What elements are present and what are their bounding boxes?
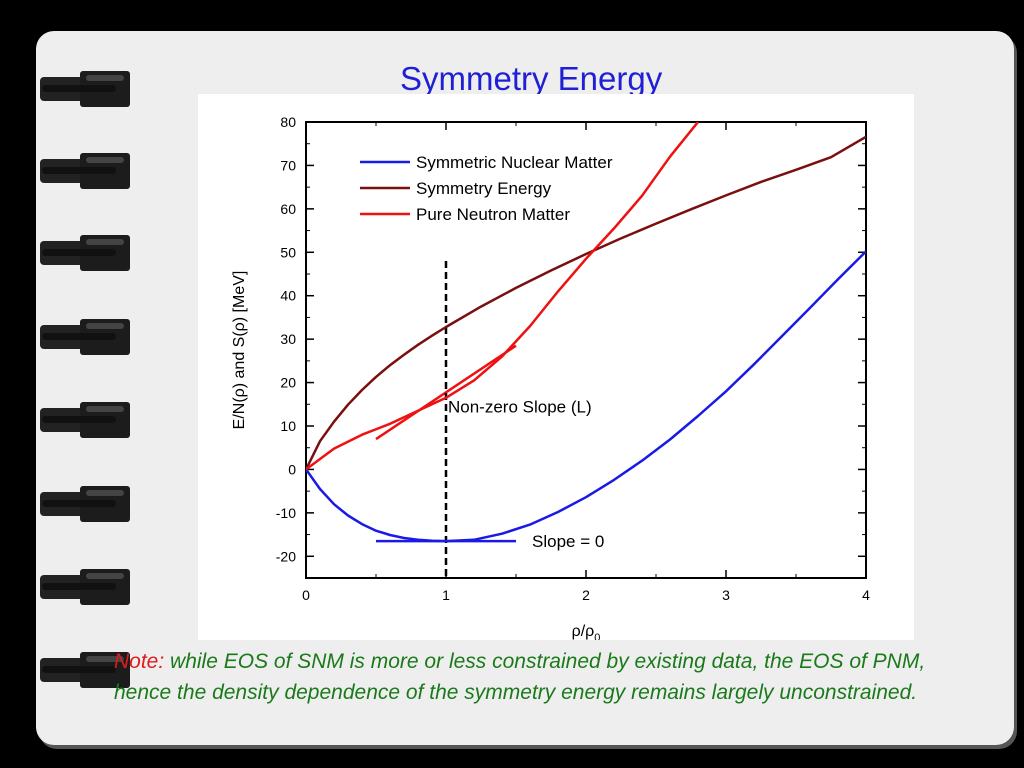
binder-ring-icon xyxy=(40,652,130,688)
x-tick-label: 2 xyxy=(582,587,590,603)
y-tick-label: 0 xyxy=(288,461,296,477)
annotation-label: Non-zero Slope (L) xyxy=(448,397,592,416)
binder-ring-icon xyxy=(40,235,130,271)
y-tick-label: 10 xyxy=(280,418,296,434)
legend-label: Symmetry Energy xyxy=(416,179,552,198)
binder-ring-icon xyxy=(40,71,130,107)
y-tick-label: 30 xyxy=(280,331,296,347)
plot-frame xyxy=(305,121,867,579)
legend-label: Pure Neutron Matter xyxy=(416,205,570,224)
x-axis-label: ρ/ρ0 xyxy=(572,623,601,640)
x-tick-label: 1 xyxy=(442,587,450,603)
note-text: while EOS of SNM is more or less constra… xyxy=(114,650,926,704)
chart-container: -20 -10 0 10 20 30 40 50 60 70 80 0 1 2 3 4 ρ/ρ0 E/N(ρ) a… xyxy=(198,94,914,644)
series-line-symmetric-nuclear-matter xyxy=(306,250,866,543)
y-tick-label: -10 xyxy=(276,505,296,521)
series-line-pure-neutron-matter xyxy=(306,122,699,471)
x-tick-label: 4 xyxy=(862,587,870,603)
binder-ring-icon xyxy=(40,153,130,189)
x-axis-label-subscript: 0 xyxy=(594,632,600,640)
y-tick-label: 20 xyxy=(280,375,296,391)
binder-ring-icon xyxy=(40,319,130,355)
x-tick-label: 3 xyxy=(722,587,730,603)
y-tick-label: 80 xyxy=(280,114,296,130)
series-line-symmetry-energy xyxy=(306,135,866,470)
annotation-label: Slope = 0 xyxy=(532,532,604,551)
y-tick-label: 40 xyxy=(280,288,296,304)
slide-title: Symmetry Energy xyxy=(400,60,663,97)
binder-ring-icon xyxy=(40,402,130,438)
y-tick-label: 70 xyxy=(280,157,296,173)
x-tick-label: 0 xyxy=(302,587,310,603)
note-label: Note: xyxy=(114,650,165,673)
y-tick-label: 60 xyxy=(280,201,296,217)
plot-series-group xyxy=(306,122,866,578)
y-tick-label: -20 xyxy=(276,548,296,564)
binder-ring-icon xyxy=(40,569,130,605)
binder-ring-icon xyxy=(40,486,130,522)
symmetry-energy-chart: -20 -10 0 10 20 30 40 50 60 70 80 0 1 2 3 4 ρ/ρ0 E/N(ρ) a… xyxy=(231,114,870,644)
note-paragraph: Note: while EOS of SNM is more or less c… xyxy=(114,646,954,708)
tangent-line xyxy=(375,344,517,441)
legend-label: Symmetric Nuclear Matter xyxy=(416,153,613,172)
y-tick-label: 50 xyxy=(280,244,296,260)
y-axis-label: E/N(ρ) and S(ρ) [MeV] xyxy=(231,271,248,430)
